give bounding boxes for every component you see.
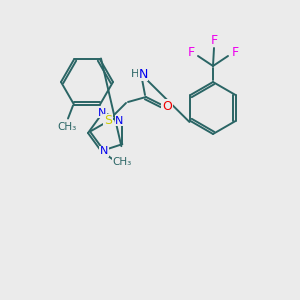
Text: CH₃: CH₃	[112, 157, 132, 167]
Text: F: F	[188, 46, 195, 59]
Text: N: N	[115, 116, 124, 126]
Text: H: H	[131, 69, 139, 79]
Text: N: N	[98, 108, 106, 118]
Text: CH₃: CH₃	[57, 122, 76, 131]
Text: S: S	[104, 115, 112, 128]
Text: F: F	[210, 34, 218, 46]
Text: N: N	[100, 146, 108, 156]
Text: O: O	[162, 100, 172, 112]
Text: N: N	[138, 68, 148, 80]
Text: F: F	[231, 46, 239, 59]
